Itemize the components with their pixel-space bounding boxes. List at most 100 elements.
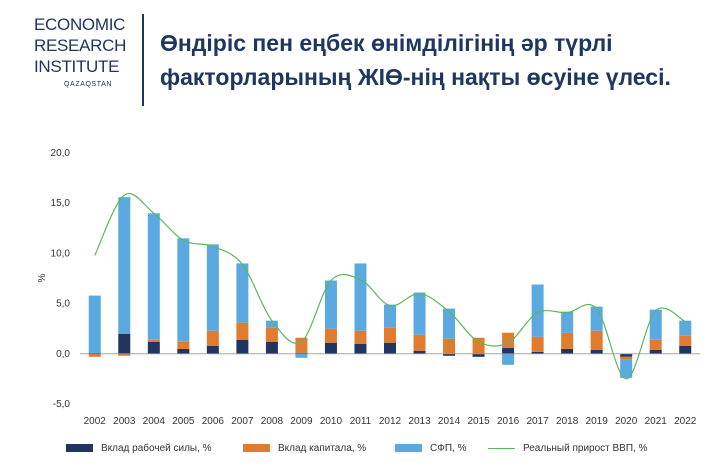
- x-tick-label: 2017: [526, 416, 549, 427]
- bar-tfp: [147, 213, 160, 340]
- bar-capital: [265, 327, 278, 342]
- x-tick-label: 2019: [586, 416, 609, 427]
- bar-labor: [206, 345, 219, 354]
- y-tick-label: 20,0: [51, 148, 71, 159]
- bar-labor: [177, 348, 190, 354]
- bar-tfp: [324, 280, 337, 329]
- x-tick-label: 2010: [320, 416, 343, 427]
- bar-capital: [206, 330, 219, 346]
- bar-tfp: [649, 309, 662, 340]
- bar-capital: [177, 341, 190, 349]
- y-axis-label: %: [37, 273, 48, 282]
- bar-capital: [147, 339, 160, 342]
- bar-labor: [295, 352, 308, 354]
- bar-tfp: [679, 320, 692, 336]
- bar-labor: [649, 349, 662, 354]
- gdp-growth-line: [94, 193, 686, 380]
- bar-labor: [561, 348, 574, 354]
- x-tick-label: 2002: [84, 416, 107, 427]
- x-tick-label: 2015: [467, 416, 490, 427]
- bar-capital: [88, 353, 101, 357]
- x-tick-label: 2013: [408, 416, 431, 427]
- bar-tfp: [354, 263, 367, 331]
- title-line-1: Өндіріс пен еңбек өнімділігінің әр түрлі: [160, 30, 613, 56]
- legend-item-gdp: Реальный прирост ВВП, %: [488, 439, 648, 457]
- chart-legend: Вклад рабочей силы, % Вклад капитала, % …: [60, 439, 720, 457]
- legend-swatch-gdp: [488, 447, 515, 449]
- logo-line-1: ECONOMIC: [34, 15, 126, 34]
- bar-capital: [324, 328, 337, 343]
- bar-labor: [236, 339, 249, 354]
- x-tick-label: 2007: [231, 416, 254, 427]
- x-tick-label: 2021: [645, 416, 668, 427]
- bar-capital: [236, 322, 249, 340]
- bar-labor: [413, 350, 426, 354]
- bar-labor: [590, 349, 603, 354]
- x-tick-label: 2022: [674, 416, 697, 427]
- bar-capital: [472, 337, 485, 354]
- x-tick-label: 2018: [556, 416, 579, 427]
- logo-line-3: INSTITUTE: [34, 57, 120, 76]
- x-tick-label: 2009: [290, 416, 313, 427]
- bar-capital: [561, 332, 574, 349]
- legend-swatch-capital: [243, 444, 270, 452]
- x-tick-label: 2008: [261, 416, 284, 427]
- bar-tfp: [502, 353, 515, 365]
- legend-item-labor: Вклад рабочей силы, %: [66, 439, 212, 457]
- bar-tfp: [295, 353, 308, 358]
- bar-labor: [502, 347, 515, 354]
- x-tick-label: 2005: [172, 416, 195, 427]
- legend-label-tfp: СФП, %: [430, 442, 467, 454]
- title-line-2: факторларының ЖІӨ-нің нақты өсуіне үлесі…: [160, 64, 671, 90]
- bar-labor: [118, 333, 131, 354]
- legend-swatch-tfp: [395, 444, 422, 452]
- x-tick-label: 2011: [350, 416, 372, 427]
- bar-capital: [384, 327, 396, 343]
- bar-capital: [413, 334, 426, 351]
- legend-item-tfp: СФП, %: [395, 439, 466, 457]
- legend-label-gdp: Реальный прирост ВВП, %: [523, 442, 648, 454]
- institute-logo: ECONOMIC RESEARCH INSTITUTE QAZAQSTAN: [34, 14, 134, 88]
- bar-capital: [118, 353, 131, 356]
- y-tick-label: 15,0: [51, 198, 71, 209]
- x-tick-label: 2020: [615, 416, 638, 427]
- bar-capital: [679, 335, 692, 346]
- x-tick-label: 2012: [379, 416, 402, 427]
- logo-subtitle: QAZAQSTAN: [64, 81, 113, 88]
- bar-labor: [679, 345, 692, 354]
- bar-capital: [590, 330, 603, 350]
- bar-labor: [620, 353, 633, 357]
- y-tick-label: 5,0: [56, 299, 70, 310]
- bar-tfp: [384, 304, 396, 328]
- bar-tfp: [620, 359, 633, 378]
- bar-labor: [147, 341, 160, 354]
- x-tick-label: 2006: [202, 416, 225, 427]
- bar-tfp: [443, 308, 456, 339]
- bar-capital: [620, 356, 633, 360]
- bar-labor: [531, 351, 544, 354]
- bar-tfp: [265, 320, 278, 328]
- bar-labor: [265, 341, 278, 354]
- logo-line-2: RESEARCH: [34, 36, 127, 55]
- bar-capital: [443, 338, 456, 354]
- bar-capital: [502, 332, 515, 348]
- y-tick-label: 10,0: [51, 248, 71, 259]
- bar-labor: [384, 342, 396, 354]
- bar-capital: [354, 330, 367, 344]
- bar-tfp: [590, 306, 603, 331]
- bar-tfp: [118, 197, 131, 334]
- bar-labor: [472, 353, 485, 357]
- legend-label-capital: Вклад капитала, %: [278, 442, 367, 454]
- bar-labor: [88, 352, 101, 354]
- bar-tfp: [206, 244, 219, 331]
- x-tick-label: 2014: [438, 416, 461, 427]
- legend-label-labor: Вклад рабочей силы, %: [101, 442, 212, 454]
- x-tick-label: 2004: [143, 416, 166, 427]
- bar-tfp: [413, 292, 426, 335]
- bar-tfp: [177, 238, 190, 342]
- x-tick-label: 2003: [113, 416, 136, 427]
- bar-capital: [649, 339, 662, 350]
- bar-labor: [324, 342, 337, 354]
- y-tick-label: 0,0: [56, 349, 70, 360]
